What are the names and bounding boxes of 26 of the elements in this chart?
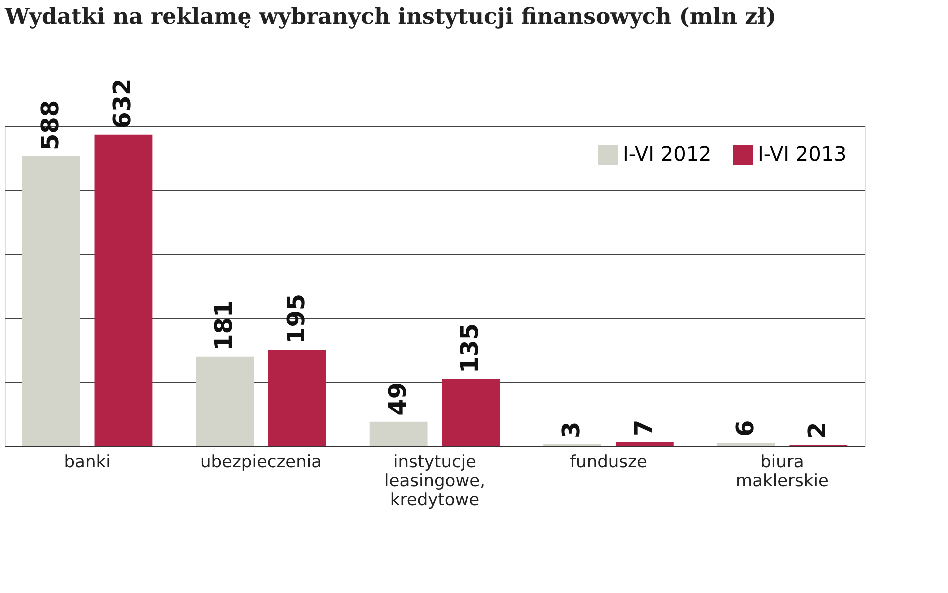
bar (268, 350, 326, 446)
bar (94, 134, 153, 446)
bar (196, 356, 254, 446)
bar (22, 156, 80, 446)
chart-title: Wydatki na reklamę wybranych instytucji finansowych (mln zł) (4, 4, 776, 30)
data-label: 6 (731, 420, 760, 438)
data-label: 588 (36, 100, 64, 151)
data-label: 3 (558, 422, 586, 439)
legend-label: I-VI 2012 (623, 142, 712, 166)
bar (370, 422, 428, 446)
x-tick-label: fundusze (570, 452, 648, 472)
bar (717, 443, 776, 446)
data-label: 195 (282, 294, 310, 344)
x-tick-label: instytucje leasingowe, kredytowe (384, 452, 486, 510)
data-label: 135 (456, 323, 484, 374)
legend-label: I-VI 2013 (758, 142, 847, 166)
data-label: 49 (384, 382, 412, 416)
data-label: 632 (108, 78, 137, 129)
data-label: 2 (804, 422, 832, 440)
data-label: 7 (630, 420, 658, 437)
x-tick-label: banki (64, 452, 111, 472)
x-tick-label: biura maklerskie (736, 452, 829, 492)
data-label: 181 (210, 300, 238, 351)
bar (616, 442, 674, 446)
x-tick-label: ubezpieczenia (200, 452, 322, 472)
bar (442, 380, 500, 446)
